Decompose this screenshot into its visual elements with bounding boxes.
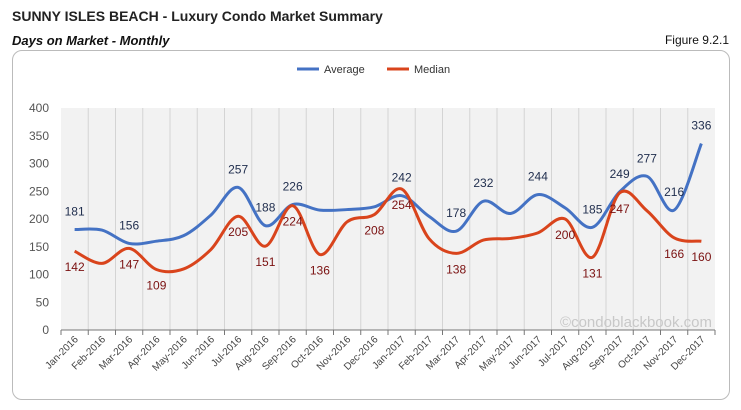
chart-frame <box>12 50 730 400</box>
data-label: 224 <box>283 215 303 229</box>
figure-number: Figure 9.2.1 <box>664 33 729 47</box>
data-label: 257 <box>228 162 248 176</box>
data-label: 336 <box>691 119 711 133</box>
data-label: 208 <box>364 224 384 238</box>
y-tick-label: 0 <box>42 323 49 337</box>
y-tick-label: 100 <box>29 268 49 282</box>
data-label: 205 <box>228 225 248 239</box>
data-label: 166 <box>664 247 684 261</box>
y-tick-label: 150 <box>29 240 49 254</box>
y-tick-label: 250 <box>29 184 49 198</box>
series-line-average <box>74 142 703 246</box>
chart-subtitle: Days on Market - Monthly <box>12 33 170 48</box>
data-label: 200 <box>555 228 575 242</box>
data-label: 244 <box>528 170 548 184</box>
legend-label: Median <box>414 64 450 76</box>
data-label: 156 <box>119 218 139 232</box>
y-tick-label: 50 <box>36 295 50 309</box>
data-label: 242 <box>392 171 412 185</box>
data-label: 254 <box>392 198 412 212</box>
data-label: 249 <box>610 167 630 181</box>
data-label: 185 <box>582 202 602 216</box>
y-tick-label: 350 <box>29 129 49 143</box>
legend-label: Average <box>324 64 365 76</box>
data-label: 277 <box>637 151 657 165</box>
data-label: 109 <box>146 279 166 293</box>
data-label: 151 <box>255 255 275 269</box>
data-label: 216 <box>664 185 684 199</box>
data-label: 138 <box>446 262 466 276</box>
series-line-median <box>73 187 702 274</box>
y-tick-label: 400 <box>29 101 49 115</box>
data-label: 178 <box>446 206 466 220</box>
y-tick-label: 200 <box>29 212 49 226</box>
data-label: 247 <box>610 202 630 216</box>
data-label: 188 <box>255 201 275 215</box>
y-tick-label: 300 <box>29 157 49 171</box>
data-label: 226 <box>283 180 303 194</box>
data-label: 147 <box>119 257 139 271</box>
data-label: 142 <box>65 260 85 274</box>
watermark: ©condoblackbook.com <box>560 314 712 331</box>
data-label: 131 <box>582 266 602 280</box>
data-label: 160 <box>691 250 711 264</box>
data-label: 136 <box>310 264 330 278</box>
data-label: 232 <box>473 176 493 190</box>
page-title: SUNNY ISLES BEACH - Luxury Condo Market … <box>12 8 383 24</box>
data-label: 181 <box>65 205 85 219</box>
